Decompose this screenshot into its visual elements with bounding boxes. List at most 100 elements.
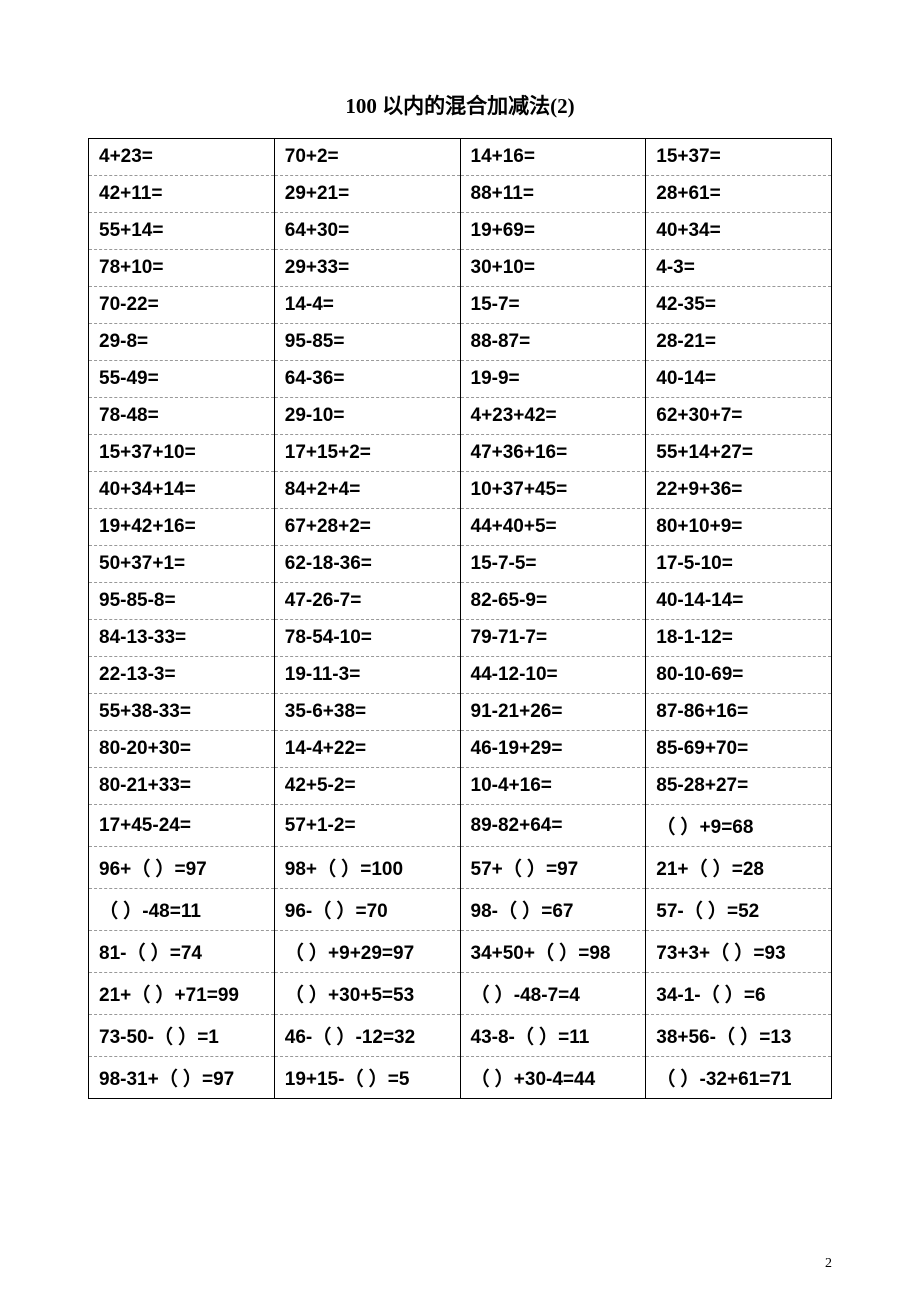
table-cell: 19+42+16= [89, 509, 275, 546]
table-cell: 55+14= [89, 213, 275, 250]
table-cell: 98-（ ）=67 [460, 889, 646, 931]
table-cell: 14-4+22= [274, 731, 460, 768]
table-row: 73-50-（ ）=146-（ ）-12=3243-8-（ ）=1138+56-… [89, 1015, 832, 1057]
table-row: 84-13-33=78-54-10=79-71-7=18-1-12= [89, 620, 832, 657]
table-cell: 14-4= [274, 287, 460, 324]
table-row: 4+23=70+2=14+16=15+37= [89, 139, 832, 176]
table-cell: 15+37+10= [89, 435, 275, 472]
table-cell: 15-7-5= [460, 546, 646, 583]
table-cell: 96-（ ）=70 [274, 889, 460, 931]
table-cell: （ ）+9=68 [646, 805, 832, 847]
worksheet-page: 100 以内的混合加减法(2) 4+23=70+2=14+16=15+37=42… [0, 0, 920, 1302]
table-cell: 73+3+（ ）=93 [646, 931, 832, 973]
table-cell: 17-5-10= [646, 546, 832, 583]
table-cell: 64-36= [274, 361, 460, 398]
table-row: 19+42+16=67+28+2=44+40+5=80+10+9= [89, 509, 832, 546]
table-cell: （ ）-48=11 [89, 889, 275, 931]
table-row: 40+34+14=84+2+4=10+37+45=22+9+36= [89, 472, 832, 509]
table-cell: 46-19+29= [460, 731, 646, 768]
problem-table: 4+23=70+2=14+16=15+37=42+11=29+21=88+11=… [88, 138, 832, 1099]
table-cell: 50+37+1= [89, 546, 275, 583]
table-cell: 34+50+（ ）=98 [460, 931, 646, 973]
table-cell: 19+69= [460, 213, 646, 250]
table-row: 17+45-24=57+1-2=89-82+64=（ ）+9=68 [89, 805, 832, 847]
table-row: 21+（ ）+71=99（ ）+30+5=53（ ）-48-7=434-1-（ … [89, 973, 832, 1015]
table-cell: 29-8= [89, 324, 275, 361]
table-row: 22-13-3=19-11-3=44-12-10=80-10-69= [89, 657, 832, 694]
page-number: 2 [825, 1256, 832, 1272]
table-cell: 43-8-（ ）=11 [460, 1015, 646, 1057]
table-cell: 19+15-（ ）=5 [274, 1057, 460, 1099]
table-cell: 29+21= [274, 176, 460, 213]
table-cell: 40+34= [646, 213, 832, 250]
table-row: 80-20+30=14-4+22=46-19+29=85-69+70= [89, 731, 832, 768]
table-row: 70-22=14-4=15-7=42-35= [89, 287, 832, 324]
table-cell: 44+40+5= [460, 509, 646, 546]
table-cell: 29+33= [274, 250, 460, 287]
table-cell: 34-1-（ ）=6 [646, 973, 832, 1015]
table-cell: （ ）+30+5=53 [274, 973, 460, 1015]
table-cell: 98+（ ）=100 [274, 847, 460, 889]
table-row: 98-31+（ ）=9719+15-（ ）=5（ ）+30-4=44（ ）-32… [89, 1057, 832, 1099]
table-cell: 28+61= [646, 176, 832, 213]
table-cell: （ ）-32+61=71 [646, 1057, 832, 1099]
table-cell: 70-22= [89, 287, 275, 324]
table-cell: 57-（ ）=52 [646, 889, 832, 931]
table-cell: 98-31+（ ）=97 [89, 1057, 275, 1099]
table-cell: 4-3= [646, 250, 832, 287]
table-cell: 80-21+33= [89, 768, 275, 805]
table-cell: 57+1-2= [274, 805, 460, 847]
table-cell: 89-82+64= [460, 805, 646, 847]
table-row: 78+10=29+33=30+10=4-3= [89, 250, 832, 287]
table-cell: 85-28+27= [646, 768, 832, 805]
table-cell: 73-50-（ ）=1 [89, 1015, 275, 1057]
table-cell: 91-21+26= [460, 694, 646, 731]
table-cell: 67+28+2= [274, 509, 460, 546]
table-cell: 10+37+45= [460, 472, 646, 509]
table-row: 55+38-33=35-6+38=91-21+26=87-86+16= [89, 694, 832, 731]
table-row: 78-48=29-10=4+23+42=62+30+7= [89, 398, 832, 435]
table-cell: 28-21= [646, 324, 832, 361]
table-row: 81-（ ）=74（ ）+9+29=9734+50+（ ）=9873+3+（ ）… [89, 931, 832, 973]
table-cell: 82-65-9= [460, 583, 646, 620]
table-cell: 55-49= [89, 361, 275, 398]
table-cell: 10-4+16= [460, 768, 646, 805]
table-cell: 62+30+7= [646, 398, 832, 435]
table-cell: 64+30= [274, 213, 460, 250]
table-cell: 78-48= [89, 398, 275, 435]
table-cell: 35-6+38= [274, 694, 460, 731]
page-title: 100 以内的混合加减法(2) [88, 90, 832, 120]
table-cell: 22-13-3= [89, 657, 275, 694]
table-cell: 38+56-（ ）=13 [646, 1015, 832, 1057]
table-cell: 62-18-36= [274, 546, 460, 583]
table-cell: 55+14+27= [646, 435, 832, 472]
table-row: 55+14=64+30=19+69=40+34= [89, 213, 832, 250]
table-row: 55-49=64-36=19-9=40-14= [89, 361, 832, 398]
table-row: （ ）-48=1196-（ ）=7098-（ ）=6757-（ ）=52 [89, 889, 832, 931]
table-cell: 57+（ ）=97 [460, 847, 646, 889]
table-cell: 70+2= [274, 139, 460, 176]
table-cell: 14+16= [460, 139, 646, 176]
table-row: 80-21+33=42+5-2=10-4+16=85-28+27= [89, 768, 832, 805]
table-cell: 30+10= [460, 250, 646, 287]
table-cell: 29-10= [274, 398, 460, 435]
table-cell: 80+10+9= [646, 509, 832, 546]
table-cell: 79-71-7= [460, 620, 646, 657]
table-cell: 15+37= [646, 139, 832, 176]
table-row: 29-8=95-85=88-87=28-21= [89, 324, 832, 361]
table-cell: 21+（ ）=28 [646, 847, 832, 889]
table-cell: 95-85-8= [89, 583, 275, 620]
table-cell: 87-86+16= [646, 694, 832, 731]
table-cell: 4+23+42= [460, 398, 646, 435]
table-cell: 40-14= [646, 361, 832, 398]
table-cell: 17+15+2= [274, 435, 460, 472]
table-cell: 15-7= [460, 287, 646, 324]
problem-table-body: 4+23=70+2=14+16=15+37=42+11=29+21=88+11=… [89, 139, 832, 1099]
table-cell: 78+10= [89, 250, 275, 287]
table-cell: 42-35= [646, 287, 832, 324]
table-cell: 84-13-33= [89, 620, 275, 657]
table-cell: 19-11-3= [274, 657, 460, 694]
table-cell: 21+（ ）+71=99 [89, 973, 275, 1015]
table-cell: 19-9= [460, 361, 646, 398]
table-cell: 78-54-10= [274, 620, 460, 657]
